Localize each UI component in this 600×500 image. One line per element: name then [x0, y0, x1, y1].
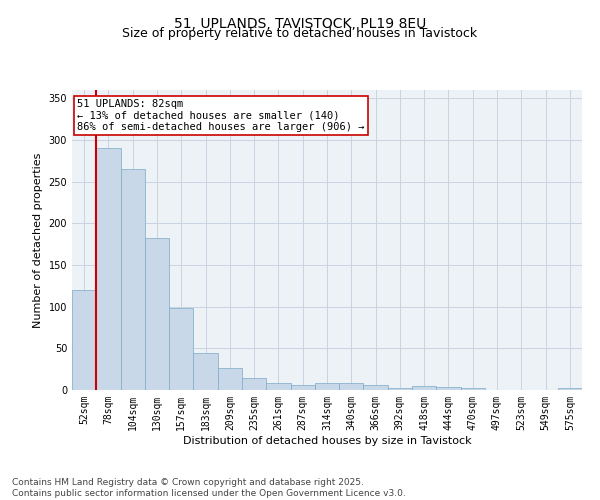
Bar: [121, 169, 145, 390]
Text: 51, UPLANDS, TAVISTOCK, PL19 8EU: 51, UPLANDS, TAVISTOCK, PL19 8EU: [174, 18, 426, 32]
Text: Contains HM Land Registry data © Crown copyright and database right 2025.
Contai: Contains HM Land Registry data © Crown c…: [12, 478, 406, 498]
Bar: [436, 386, 461, 390]
Bar: [364, 385, 388, 390]
Bar: [96, 148, 121, 390]
Bar: [169, 308, 193, 390]
Bar: [461, 388, 485, 390]
Y-axis label: Number of detached properties: Number of detached properties: [33, 152, 43, 328]
Bar: [388, 388, 412, 390]
X-axis label: Distribution of detached houses by size in Tavistock: Distribution of detached houses by size …: [182, 436, 472, 446]
Bar: [193, 354, 218, 390]
Bar: [72, 290, 96, 390]
Bar: [339, 384, 364, 390]
Bar: [412, 386, 436, 390]
Bar: [558, 388, 582, 390]
Text: Size of property relative to detached houses in Tavistock: Size of property relative to detached ho…: [122, 28, 478, 40]
Bar: [218, 368, 242, 390]
Bar: [145, 238, 169, 390]
Bar: [290, 385, 315, 390]
Bar: [315, 382, 339, 390]
Bar: [266, 384, 290, 390]
Bar: [242, 378, 266, 390]
Text: 51 UPLANDS: 82sqm
← 13% of detached houses are smaller (140)
86% of semi-detache: 51 UPLANDS: 82sqm ← 13% of detached hous…: [77, 99, 365, 132]
